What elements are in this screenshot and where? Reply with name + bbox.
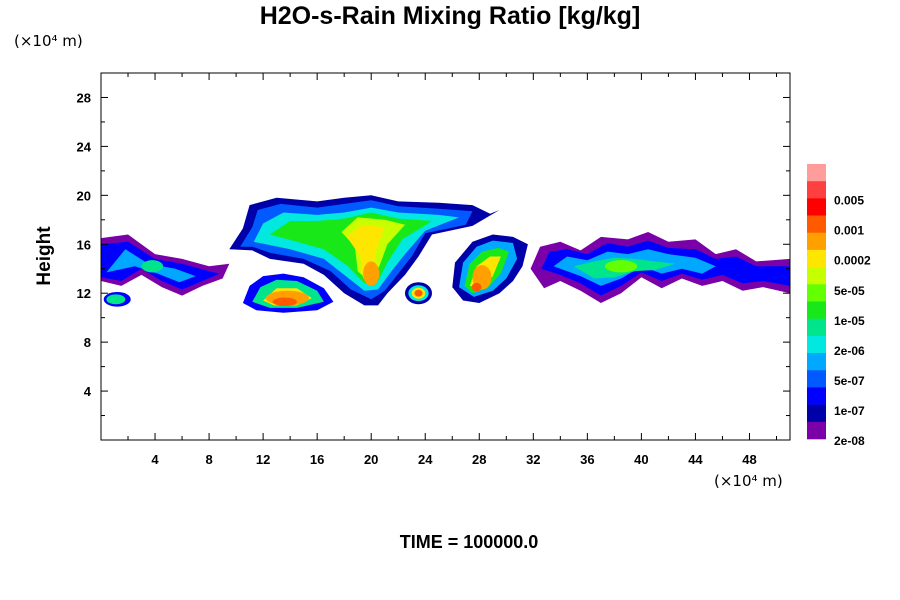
y-tick-label: 24 — [77, 139, 92, 154]
colorbar-segment — [807, 249, 826, 268]
colorbar-segment — [807, 335, 826, 354]
colorbar-segment — [807, 164, 826, 182]
colorbar-label: 0.001 — [834, 224, 864, 238]
y-tick-label: 12 — [77, 286, 91, 301]
colorbar-segment — [807, 318, 826, 337]
small-core-red — [414, 289, 423, 297]
x-tick-label: 4 — [151, 452, 159, 467]
colorbar-segment — [807, 404, 826, 423]
plot-frame — [100, 72, 791, 441]
x-tick-label: 20 — [364, 452, 378, 467]
colorbar-segment — [807, 232, 826, 251]
colorbar-segment — [807, 421, 826, 440]
colorbar-segment — [807, 284, 826, 302]
colorbar: 0.005 0.001 0.0002 5e-05 1e-05 2e-06 5e-07 1e-0… — [807, 164, 871, 448]
colorbar-label: 2e-08 — [834, 434, 865, 448]
colorbar-segment — [807, 370, 826, 388]
x-axis: 4 8 12 16 20 24 28 32 36 40 44 48 — [127, 73, 777, 467]
colorbar-label: 1e-05 — [834, 314, 865, 328]
colorbar-label: 5e-05 — [834, 284, 865, 298]
lower-cell-red — [272, 297, 297, 307]
y-axis-unit: (×10⁴ m) — [14, 32, 83, 50]
colorbar-label: 1e-07 — [834, 404, 865, 418]
y-tick-label: 4 — [84, 384, 92, 399]
right-core-red — [471, 282, 482, 292]
anvil-yellow — [346, 224, 385, 279]
y-axis-title: Height — [34, 226, 55, 286]
colorbar-label: 0.005 — [834, 194, 864, 208]
anvil-orange-core — [363, 261, 380, 286]
y-tick-label: 8 — [84, 335, 91, 350]
colorbar-segment — [807, 387, 826, 405]
colorbar-segment — [807, 301, 826, 319]
x-tick-label: 24 — [418, 452, 433, 467]
x-axis-unit: (×10⁴ m) — [714, 472, 783, 490]
x-tick-label: 28 — [472, 452, 486, 467]
x-tick-label: 8 — [205, 452, 212, 467]
x-tick-label: 36 — [580, 452, 594, 467]
y-tick-label: 20 — [77, 188, 91, 203]
time-label: TIME = 100000.0 — [399, 532, 539, 552]
x-tick-label: 48 — [742, 452, 756, 467]
contour-field — [101, 195, 790, 313]
y-axis: 4 8 12 16 20 24 28 — [77, 90, 790, 417]
band-left-core — [141, 260, 164, 273]
colorbar-label: 2e-06 — [834, 344, 865, 358]
band-right-core — [604, 260, 638, 273]
colorbar-label: 5e-07 — [834, 374, 865, 388]
chart-title: H2O-s-Rain Mixing Ratio [kg/kg] — [259, 2, 641, 30]
x-tick-label: 32 — [526, 452, 540, 467]
x-tick-label: 16 — [310, 452, 324, 467]
y-tick-label: 28 — [77, 90, 91, 105]
x-tick-label: 40 — [634, 452, 648, 467]
colorbar-segment — [807, 267, 826, 285]
x-tick-label: 44 — [688, 452, 703, 467]
colorbar-segment — [807, 181, 826, 199]
y-tick-label: 16 — [77, 237, 91, 252]
colorbar-segment — [807, 198, 826, 216]
x-tick-label: 12 — [256, 452, 270, 467]
colorbar-segment — [807, 353, 826, 371]
colorbar-label: 0.0002 — [834, 254, 871, 268]
patch-left-core — [106, 294, 126, 305]
colorbar-segment — [807, 215, 826, 234]
